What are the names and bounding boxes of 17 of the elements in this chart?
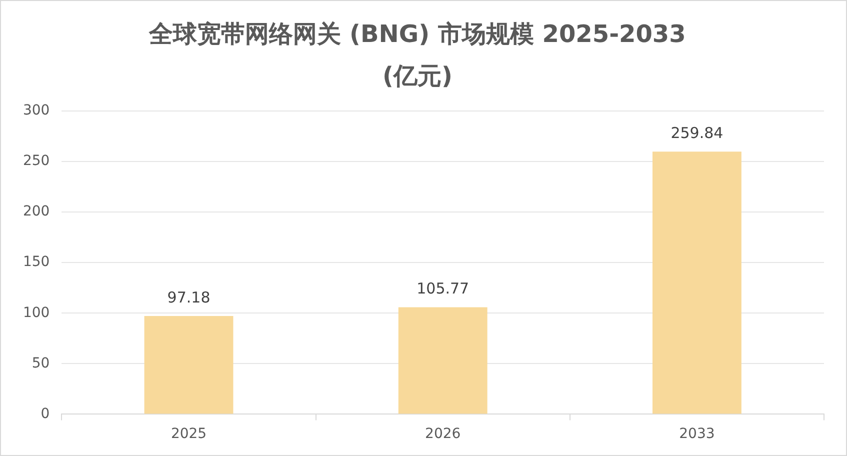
y-tick-label: 200 <box>22 204 50 220</box>
y-tick-label: 300 <box>22 102 50 119</box>
bar <box>144 316 234 414</box>
bar <box>652 152 742 414</box>
y-tick-label: 150 <box>22 254 50 270</box>
y-tick-label: 250 <box>22 153 50 170</box>
y-tick-label: 100 <box>22 304 50 321</box>
x-tick-label: 2033 <box>679 426 715 442</box>
y-tick-label: 0 <box>40 406 50 422</box>
data-label: 259.84 <box>670 124 724 142</box>
x-tick-label: 2025 <box>170 426 207 442</box>
y-tick-label: 50 <box>32 355 50 372</box>
data-label: 105.77 <box>416 280 470 298</box>
bar <box>398 307 488 414</box>
x-tick-label: 2026 <box>425 426 461 442</box>
chart-title: 全球宽带网络网关 (BNG) 市场规模 2025-2033 (亿元) <box>148 20 686 90</box>
data-label: 97.18 <box>167 288 210 306</box>
